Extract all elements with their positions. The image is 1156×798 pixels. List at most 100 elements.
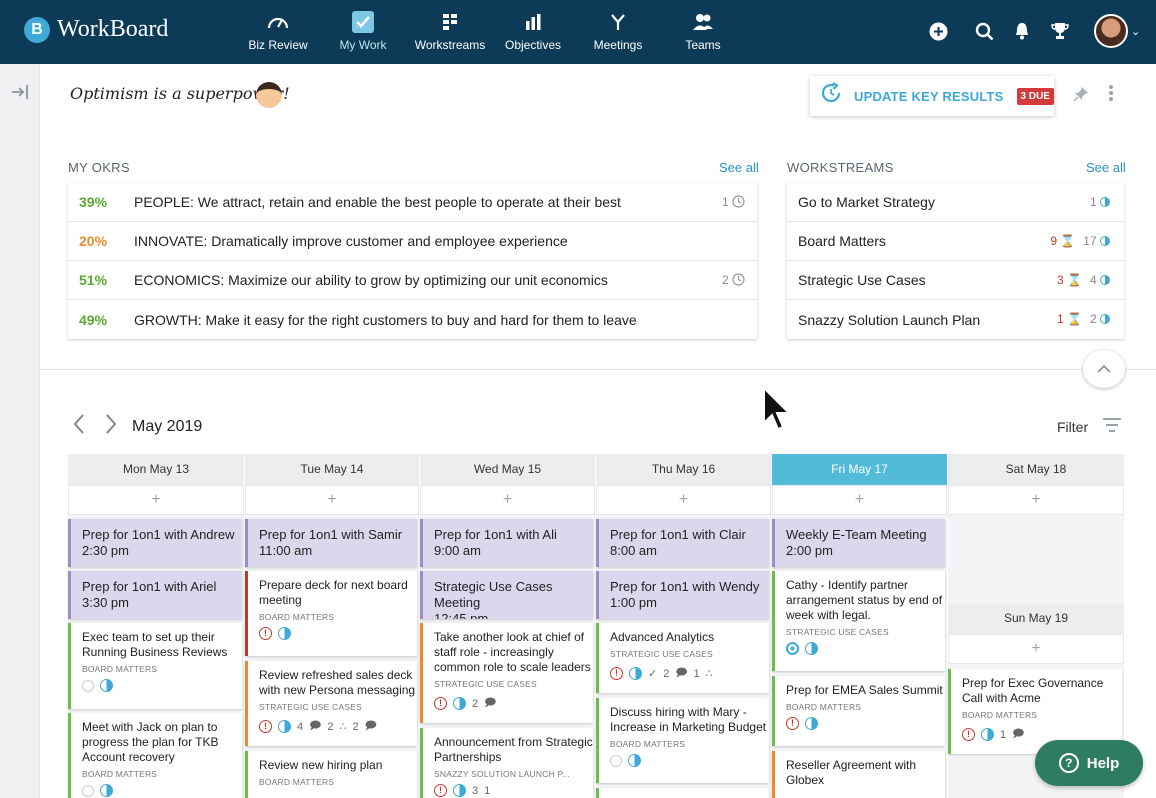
nav-meetings[interactable]: Meetings	[578, 10, 658, 52]
meeting-card[interactable]: Prep for 1on1 with Ali 9:00 am	[420, 519, 593, 567]
meeting-card[interactable]: Strategic Use Cases Meeting 12:45 pm	[420, 571, 593, 619]
add-icon[interactable]	[929, 22, 948, 46]
nav-objectives[interactable]: Objectives	[493, 10, 573, 52]
attachment-icon: ∴	[705, 668, 713, 680]
card-time: 11:00 am	[259, 543, 313, 558]
card-title: Announcement from Strategic Partnerships	[434, 735, 593, 764]
grid-icon	[410, 10, 490, 34]
half-circle-icon	[629, 667, 642, 680]
day-header-sat: Sat May 18	[948, 454, 1124, 485]
nav-workstreams[interactable]: Workstreams	[410, 10, 490, 52]
task-card[interactable]: Prep for Exec Governance Call with Acme …	[948, 669, 1122, 754]
chevron-left-icon[interactable]	[73, 414, 85, 440]
card-workstream: BOARD MATTERS	[82, 769, 158, 779]
workstream-row[interactable]: Snazzy Solution Launch Plan 1 ⌛ 2	[787, 300, 1124, 339]
okr-progress: 39%	[79, 194, 108, 210]
bell-icon[interactable]	[1015, 22, 1029, 45]
okrs-title: MY OKRS	[68, 160, 130, 175]
okr-text: INNOVATE: Dramatically improve customer …	[134, 233, 568, 249]
filter-icon[interactable]	[1103, 418, 1121, 436]
update-key-results-button[interactable]: UPDATE KEY RESULTS 3 DUE	[810, 76, 1054, 116]
day-header-tue: Tue May 14	[245, 454, 419, 485]
pin-icon[interactable]	[1073, 86, 1089, 107]
expand-sidebar-icon[interactable]	[11, 84, 31, 105]
card-workstream: SNAZZY SOLUTION LAUNCH P...	[434, 769, 570, 779]
task-card[interactable]: Advanced Analytics STRATEGIC USE CASES !…	[596, 623, 769, 693]
task-card[interactable]: Discuss hiring with Mary - Increase in M…	[596, 698, 769, 783]
okr-row[interactable]: 49% GROWTH: Make it easy for the right c…	[68, 300, 757, 339]
comment-icon: 🗩	[309, 720, 322, 732]
card-title: Reseller Agreement with Globex	[786, 758, 917, 787]
workstream-row[interactable]: Strategic Use Cases 3 ⌛ 4	[787, 261, 1124, 300]
nav-biz-review[interactable]: Biz Review	[238, 10, 318, 52]
nav-teams[interactable]: Teams	[663, 10, 743, 52]
gauge-icon	[238, 10, 318, 34]
add-item-button[interactable]: +	[420, 485, 595, 515]
add-item-button[interactable]: +	[948, 485, 1124, 515]
meeting-card[interactable]: Prep for 1on1 with Ariel 3:30 pm	[68, 571, 242, 619]
avatar[interactable]	[1094, 14, 1128, 48]
comment-icon: 🗩	[484, 697, 497, 709]
task-card[interactable]: Take another look at chief of staff role…	[420, 623, 593, 723]
task-card[interactable]: Prep for EMEA Sales Summit BOARD MATTERS…	[772, 676, 945, 746]
attachment-icon: ∴	[339, 721, 347, 733]
card-workstream: BOARD MATTERS	[82, 664, 158, 674]
okr-row[interactable]: 51% ECONOMICS: Maximize our ability to g…	[68, 261, 757, 300]
card-workstream: BOARD MATTERS	[259, 777, 335, 787]
add-item-button[interactable]: +	[68, 485, 244, 515]
chevron-right-icon[interactable]	[105, 414, 117, 440]
okr-checkin-count: 1	[722, 195, 745, 209]
add-item-button[interactable]: +	[948, 634, 1124, 664]
task-card[interactable]: Reseller Agreement with Globex	[772, 751, 945, 798]
help-button[interactable]: ? Help	[1035, 740, 1143, 786]
workstreams-see-all-link[interactable]: See all	[1086, 160, 1126, 175]
add-item-button[interactable]: +	[772, 485, 947, 515]
card-time: 1:00 pm	[610, 595, 657, 610]
task-card[interactable]	[596, 788, 769, 798]
card-title: Review refreshed sales deck with new Per…	[259, 668, 416, 697]
meeting-card[interactable]: Prep for 1on1 with Wendy 1:00 pm	[596, 571, 769, 619]
merge-icon	[578, 10, 658, 34]
motto-emoji	[256, 82, 282, 108]
task-card[interactable]: Prepare deck for next board meeting BOAR…	[245, 571, 417, 656]
workstream-list: Go to Market Strategy 1 Board Matters 9 …	[787, 183, 1124, 339]
trophy-icon[interactable]	[1051, 22, 1069, 45]
card-title: Advanced Analytics	[610, 630, 715, 644]
meeting-card[interactable]: Prep for 1on1 with Andrew 2:30 pm	[68, 519, 242, 567]
meeting-card[interactable]: Weekly E-Team Meeting 2:00 pm	[772, 519, 945, 567]
card-title: Meet with Jack on plan to progress the p…	[82, 720, 219, 764]
filter-button[interactable]: Filter	[1057, 419, 1089, 435]
more-vertical-icon[interactable]	[1106, 84, 1116, 102]
half-circle-icon	[628, 754, 641, 767]
alert-icon: !	[610, 667, 623, 680]
logo[interactable]: B WorkBoard	[24, 16, 168, 43]
add-item-button[interactable]: +	[596, 485, 771, 515]
task-card[interactable]: Announcement from Strategic Partnerships…	[420, 728, 593, 798]
collapse-up-button[interactable]	[1083, 350, 1125, 388]
nav-my-work[interactable]: My Work	[323, 10, 403, 52]
search-icon[interactable]	[975, 22, 994, 46]
card-workstream: STRATEGIC USE CASES	[434, 679, 537, 689]
okr-row[interactable]: 39% PEOPLE: We attract, retain and enabl…	[68, 183, 757, 222]
card-title: Prep for 1on1 with Ali	[434, 527, 557, 542]
task-card[interactable]: Review new hiring plan BOARD MATTERS	[245, 751, 417, 798]
status-empty-icon	[82, 679, 94, 692]
comment-count: 1	[1000, 728, 1007, 741]
task-card[interactable]: Review refreshed sales deck with new Per…	[245, 661, 417, 746]
task-card[interactable]: Cathy - Identify partner arrangement sta…	[772, 571, 945, 671]
add-item-button[interactable]: +	[245, 485, 419, 515]
task-card[interactable]: Exec team to set up their Running Busine…	[68, 623, 242, 709]
half-circle-icon	[981, 728, 994, 741]
link-count: 2	[352, 720, 359, 733]
task-card[interactable]: Meet with Jack on plan to progress the p…	[68, 713, 242, 798]
okr-row[interactable]: 20% INNOVATE: Dramatically improve custo…	[68, 222, 757, 261]
check-count: 2	[663, 667, 670, 680]
top-nav: B WorkBoard Biz Review My Work Workstrea…	[0, 0, 1156, 64]
workstream-row[interactable]: Go to Market Strategy 1	[787, 183, 1124, 222]
meeting-card[interactable]: Prep for 1on1 with Samir 11:00 am	[245, 519, 417, 567]
comment-icon: 🗩	[1012, 728, 1025, 740]
meeting-card[interactable]: Prep for 1on1 with Clair 8:00 am	[596, 519, 769, 567]
okrs-see-all-link[interactable]: See all	[719, 160, 759, 175]
chevron-down-icon[interactable]: ⌄	[1131, 26, 1141, 38]
workstream-row[interactable]: Board Matters 9 ⌛ 17	[787, 222, 1124, 261]
